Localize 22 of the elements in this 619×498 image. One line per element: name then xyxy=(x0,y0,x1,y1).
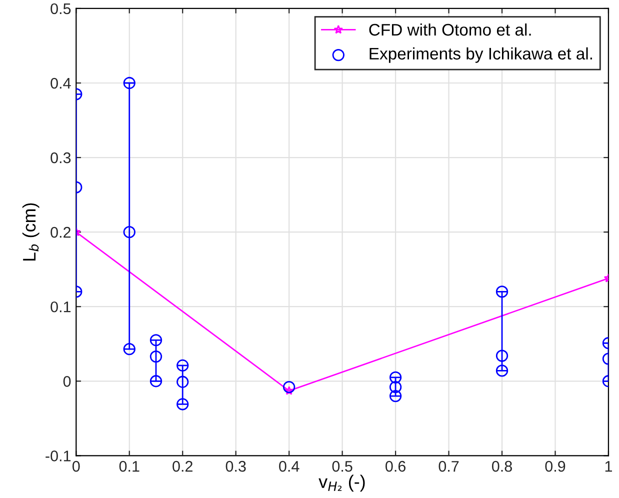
x-tick-label: 0.2 xyxy=(172,460,192,472)
y-tick-label: 0.2 xyxy=(50,226,71,238)
y-tick-label: 0.1 xyxy=(50,301,71,312)
y-tick-label: 0.5 xyxy=(50,3,71,14)
y-axis-title: L$_{b}$ (cm) xyxy=(22,203,40,261)
legend-label: CFD with Otomo et al. xyxy=(369,23,531,36)
y-tick-label: 0.4 xyxy=(50,78,71,89)
y-tick-label: 0 xyxy=(63,376,71,387)
x-axis-title: v$_{H₂}$ (-) xyxy=(318,474,365,492)
y-tick-label: 0.3 xyxy=(50,152,71,164)
y-tick-label: -0.1 xyxy=(46,450,71,462)
x-tick-label: 0 xyxy=(72,460,80,472)
x-tick-label: 0.9 xyxy=(545,460,566,472)
x-tick-label: 0.5 xyxy=(332,460,352,472)
legend-label: Experiments by Ichikawa et al. xyxy=(370,47,592,63)
x-tick-label: 0.8 xyxy=(492,460,512,472)
x-tick-label: 0.7 xyxy=(438,460,459,472)
x-tick-label: 0.4 xyxy=(279,460,300,472)
x-tick-label: 0.6 xyxy=(386,460,406,472)
x-tick-label: 0.3 xyxy=(226,460,246,472)
x-tick-label: 0.1 xyxy=(119,460,140,472)
x-tick-label: 1 xyxy=(605,461,612,472)
